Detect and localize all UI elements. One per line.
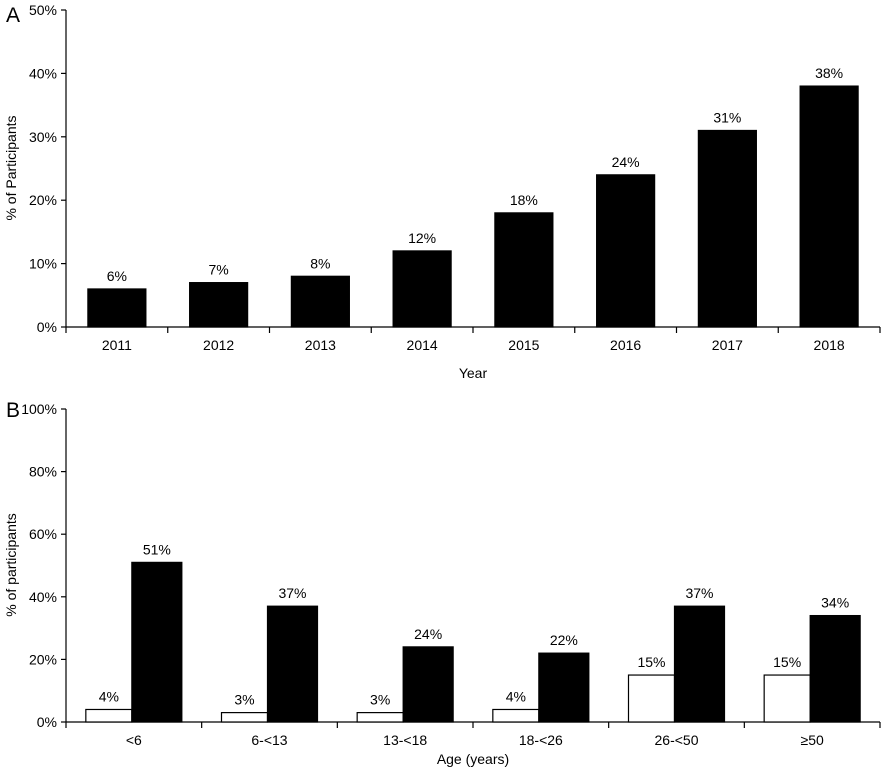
x-axis-title: Year [459,365,488,381]
y-tick-label: 40% [29,65,57,81]
data-label: 3% [370,692,390,708]
bar [799,85,859,328]
bar [596,174,656,328]
bar [87,288,147,328]
bar [131,561,183,723]
bar [494,212,554,328]
panel-letter: A [6,4,20,27]
bar [402,646,454,723]
data-label: 22% [550,632,578,648]
x-tick-label: 2018 [814,337,845,353]
x-axis-title: Age (years) [437,751,509,767]
x-tick-label: 26-<50 [655,732,699,748]
x-tick-label: 2014 [407,337,438,353]
x-tick-label: 2012 [203,337,234,353]
data-label: 31% [713,109,741,125]
bar [492,708,540,723]
y-tick-label: 50% [29,2,57,18]
bar [220,712,269,723]
x-tick-label: ≥50 [801,732,824,748]
bar [392,250,452,328]
bar [538,652,590,723]
y-tick-label: 0% [37,319,57,335]
y-tick-label: 0% [37,714,57,730]
data-label: 8% [310,255,330,271]
x-tick-label: 2016 [610,337,641,353]
bar [85,708,133,723]
y-tick-label: 30% [29,129,57,145]
data-label: 24% [612,154,640,170]
bar [673,605,726,723]
x-tick-label: <6 [126,732,142,748]
x-tick-label: 2017 [712,337,743,353]
chart-panel-b: B 0% 20% 40% 60% 80% 100% <6 4% 51% 6-<13 3% 37% 13-<… [3,399,881,767]
data-label: 7% [209,262,229,278]
data-label: 38% [815,65,843,81]
bar [763,674,811,723]
bar [356,712,404,723]
x-tick-label: 18-<26 [519,732,563,748]
x-tick-label: 13-<18 [383,732,427,748]
y-tick-label: 80% [29,464,57,480]
bar [627,674,676,723]
y-tick-label: 60% [29,526,57,542]
bar [266,605,319,723]
chart-panel-a: A 0% 10% 20% 30% 40% 50% 2011 6% 2012 7% 2013 8% 2014… [3,2,881,381]
data-label: 37% [685,585,713,601]
bar [189,282,249,328]
x-tick-label: 2011 [102,337,132,353]
bar [809,614,861,723]
panel-letter: B [6,399,20,422]
y-tick-label: 40% [29,589,57,605]
y-tick-label: 20% [29,651,57,667]
bar [290,275,350,328]
x-tick-label: 2013 [305,337,336,353]
data-label: 37% [278,585,306,601]
data-label: 51% [143,541,171,557]
data-label: 34% [821,595,849,611]
data-label: 6% [107,268,127,284]
data-label: 18% [510,192,538,208]
y-axis-title: % of participants [3,513,19,617]
data-label: 15% [773,654,801,670]
data-label: 15% [637,654,665,670]
x-tick-label: 6-<13 [251,732,287,748]
data-label: 3% [234,692,254,708]
data-label: 4% [99,688,119,704]
y-axis-title: % of Participants [3,115,19,220]
bar [697,129,757,328]
y-tick-label: 100% [21,401,57,417]
data-label: 4% [506,688,526,704]
data-label: 24% [414,626,442,642]
y-tick-label: 20% [29,192,57,208]
data-label: 12% [408,230,436,246]
y-tick-label: 10% [29,256,57,272]
x-tick-label: 2015 [508,337,539,353]
